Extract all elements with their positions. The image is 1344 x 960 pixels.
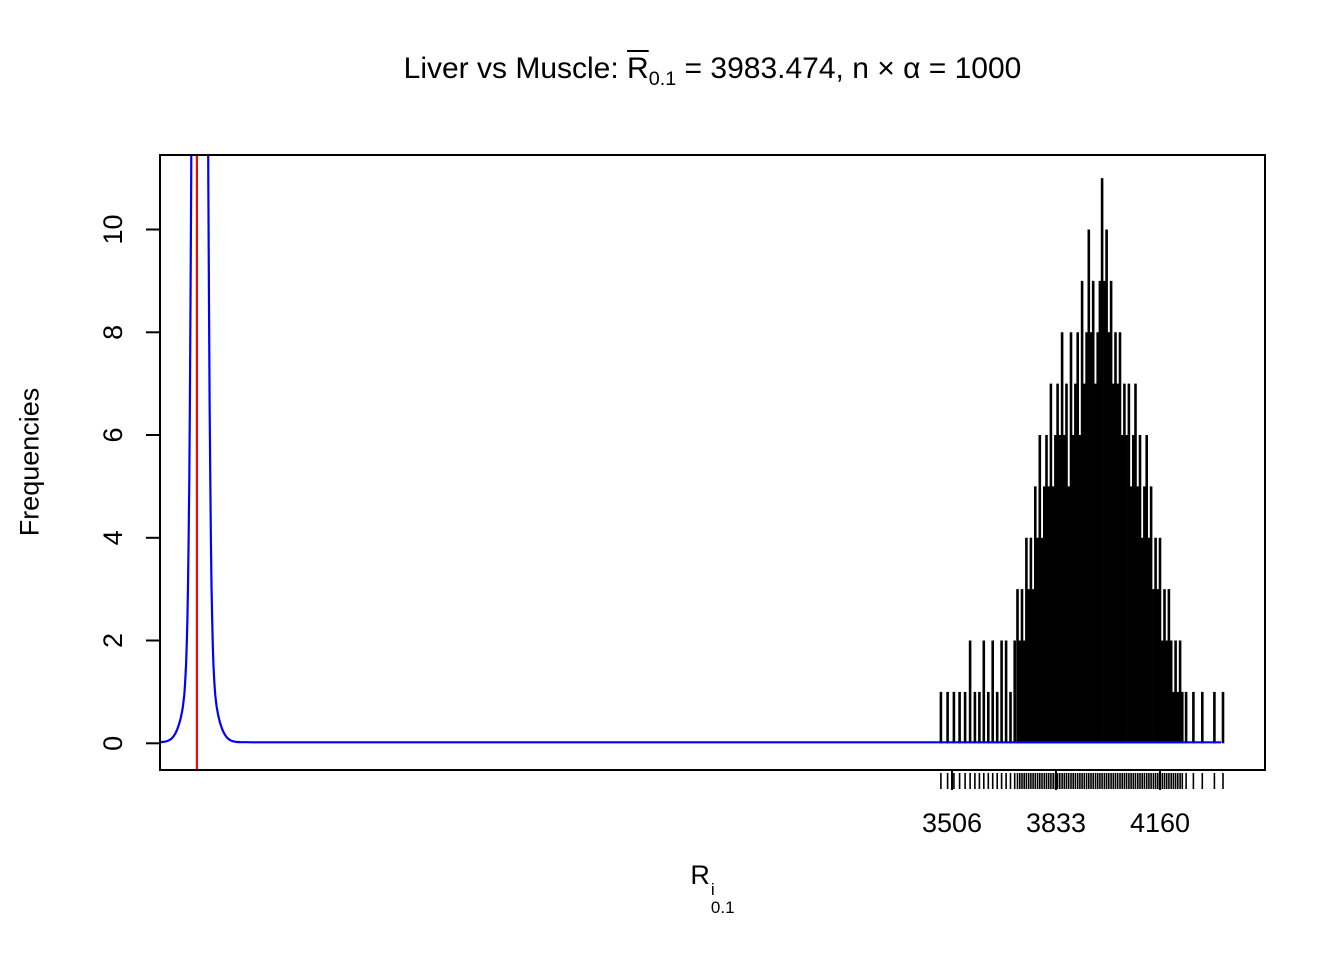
rug-layer bbox=[940, 773, 1224, 789]
y-tick-label: 0 bbox=[98, 736, 128, 751]
x-tick-label: 3506 bbox=[922, 808, 982, 838]
chart-title-rsub: 0.1 bbox=[648, 68, 677, 90]
x-axis-label-stack: i 0.1 bbox=[711, 881, 735, 917]
y-axis: 0 2 4 6 8 10 bbox=[98, 214, 160, 751]
x-tick-label: 4160 bbox=[1130, 808, 1190, 838]
x-axis-label-base: R bbox=[690, 860, 710, 890]
x-axis-label-sup: i bbox=[710, 880, 715, 899]
chart-title-suffix: = 3983.474, n × α = 1000 bbox=[676, 52, 1022, 85]
y-tick-label: 6 bbox=[98, 427, 128, 442]
y-tick-label: 2 bbox=[98, 633, 128, 648]
plot-box bbox=[159, 154, 1266, 771]
y-tick-label: 4 bbox=[98, 530, 128, 545]
chart-title-rbar: R bbox=[627, 52, 649, 85]
chart-title: Liver vs Muscle: R0.1 = 3983.474, n × α … bbox=[160, 52, 1265, 91]
y-tick-label: 8 bbox=[98, 325, 128, 340]
x-axis-label-sub: 0.1 bbox=[710, 897, 735, 917]
y-tick-label: 10 bbox=[98, 214, 128, 244]
density-curve bbox=[160, 155, 1222, 744]
x-tick-label: 3833 bbox=[1026, 808, 1086, 838]
frequency-spikes-layer bbox=[939, 178, 1225, 744]
chart-title-prefix: Liver vs Muscle: bbox=[403, 52, 628, 85]
